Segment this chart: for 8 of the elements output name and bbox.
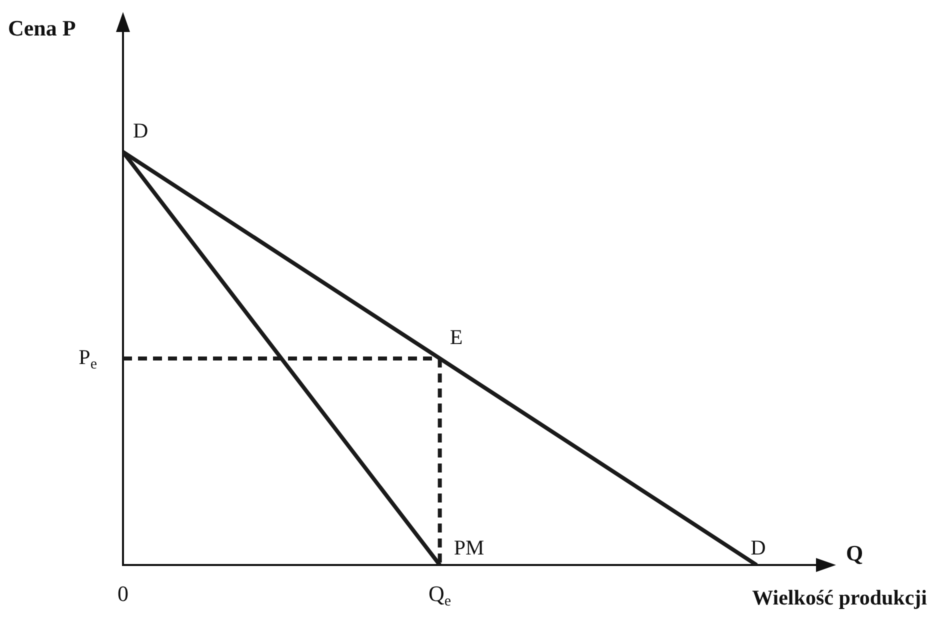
text: Q bbox=[846, 540, 864, 566]
annotation: PM bbox=[454, 536, 484, 560]
annotation: D bbox=[750, 536, 766, 560]
x-axis-title: Wielkość produkcji bbox=[752, 585, 928, 610]
annotation: D bbox=[133, 118, 148, 142]
text: Cena P bbox=[8, 16, 76, 41]
annotation: E bbox=[450, 324, 463, 349]
x-tick-label: 0 bbox=[118, 580, 128, 606]
